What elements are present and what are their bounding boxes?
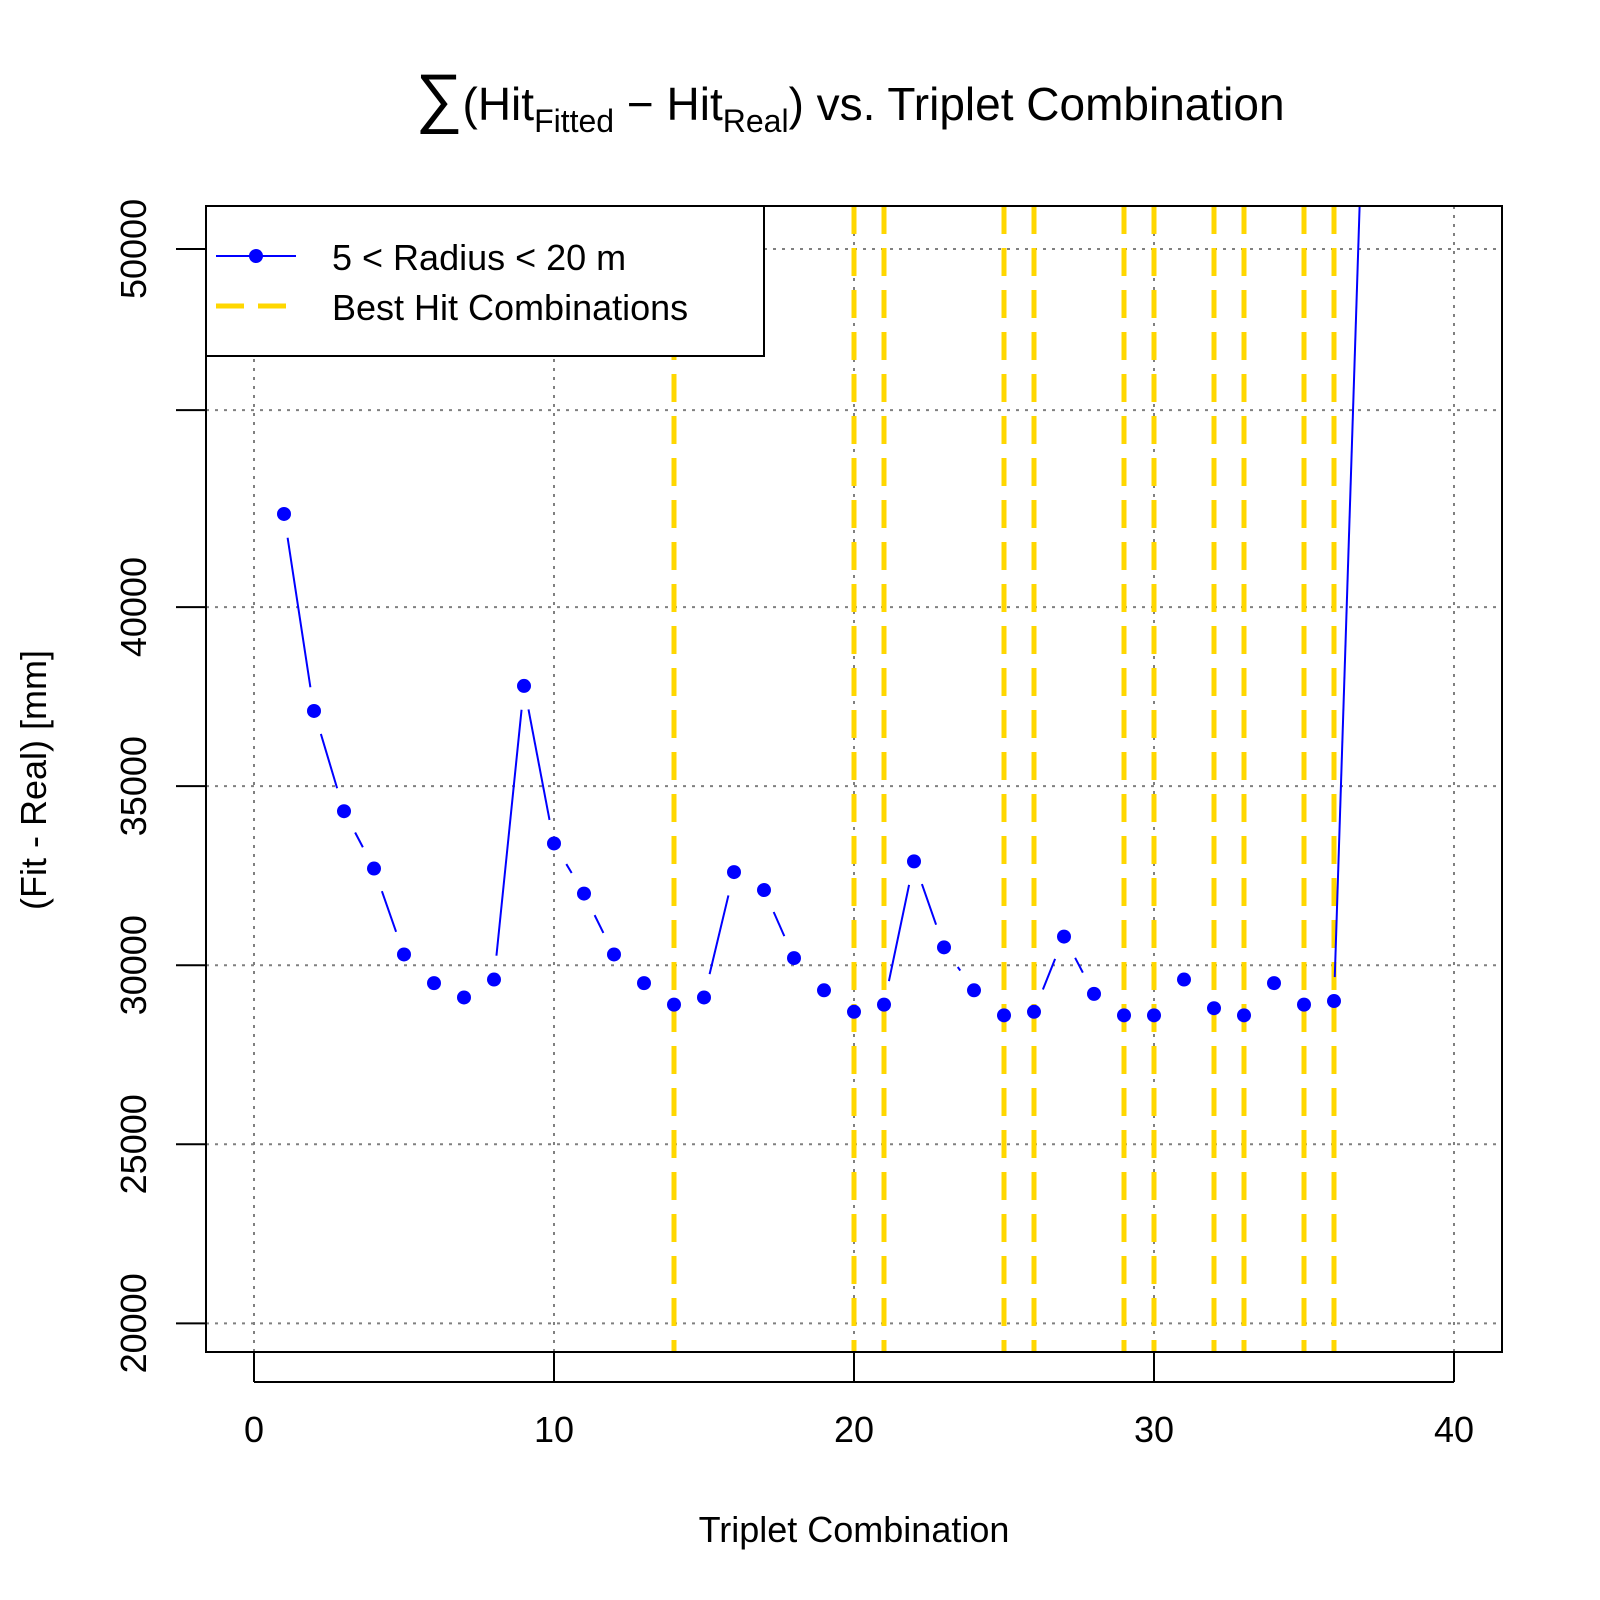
data-point xyxy=(697,990,711,1005)
data-point xyxy=(367,861,381,876)
legend-swatch-series-point xyxy=(249,249,263,263)
chart-title: ∑(HitFitted − HitReal) vs. Triplet Combi… xyxy=(415,60,1284,139)
data-point xyxy=(307,703,321,718)
title-sub-fitted: Fitted xyxy=(534,103,614,139)
x-axis: 0 10 20 30 40 xyxy=(244,1352,1474,1450)
data-point xyxy=(1207,1001,1221,1016)
x-tick-label: 10 xyxy=(534,1409,574,1450)
data-point xyxy=(1267,976,1281,991)
title-minus: − Hit xyxy=(614,78,723,130)
title-sum-symbol: ∑ xyxy=(415,60,462,134)
data-point xyxy=(937,940,951,955)
y-tick-label: 50000 xyxy=(113,199,154,299)
series-points-group xyxy=(277,506,1341,1023)
data-point xyxy=(1297,997,1311,1012)
series-segment xyxy=(920,883,938,925)
series-segment xyxy=(565,863,573,874)
legend: 5 < Radius < 20 m Best Hit Combinations xyxy=(205,205,765,357)
x-tick-label: 40 xyxy=(1434,1409,1474,1450)
data-point xyxy=(577,886,591,901)
x-tick-label: 0 xyxy=(244,1409,264,1450)
data-point xyxy=(277,506,291,521)
x-axis-label: Triplet Combination xyxy=(699,1509,1010,1550)
data-point xyxy=(517,678,531,693)
data-point xyxy=(1117,1008,1131,1023)
data-point xyxy=(547,836,561,851)
data-point xyxy=(1087,986,1101,1001)
data-point xyxy=(1057,929,1071,944)
data-point xyxy=(787,951,801,966)
series-segment xyxy=(354,832,364,848)
series-segment xyxy=(286,537,312,688)
legend-box xyxy=(205,205,765,357)
data-point xyxy=(457,990,471,1005)
series-segment xyxy=(527,709,551,821)
data-point xyxy=(337,804,351,819)
data-point xyxy=(487,972,501,987)
data-point xyxy=(817,983,831,998)
series-segment xyxy=(495,709,523,956)
data-point xyxy=(667,997,681,1012)
x-tick-label: 20 xyxy=(834,1409,874,1450)
y-axis: 20000 25000 30000 35000 40000 50000 xyxy=(113,199,206,1373)
title-open: (Hit xyxy=(463,78,535,130)
series-segment xyxy=(380,890,398,933)
data-point xyxy=(637,976,651,991)
y-tick-label: 25000 xyxy=(113,1094,154,1194)
best-hit-lines xyxy=(671,206,1337,1352)
y-axis-label: (Fit - Real) [mm] xyxy=(13,650,54,910)
data-point xyxy=(1237,1008,1251,1023)
data-point xyxy=(997,1008,1011,1023)
series-line-group xyxy=(286,206,1361,990)
data-point xyxy=(607,947,621,962)
data-point xyxy=(877,997,891,1012)
data-point xyxy=(427,976,441,991)
series-segment xyxy=(1074,957,1084,974)
data-point xyxy=(397,947,411,962)
data-point xyxy=(1177,972,1191,987)
data-point xyxy=(1147,1008,1161,1023)
data-point xyxy=(967,983,981,998)
data-point xyxy=(1027,1004,1041,1019)
title-rest: ) vs. Triplet Combination xyxy=(789,78,1285,130)
series-segment xyxy=(593,914,605,934)
data-point xyxy=(907,854,921,869)
y-tick-label: 35000 xyxy=(113,736,154,836)
data-point xyxy=(1327,994,1341,1009)
y-tick-label: 20000 xyxy=(113,1273,154,1373)
x-tick-label: 30 xyxy=(1134,1409,1174,1450)
series-segment xyxy=(319,733,339,789)
series-segment xyxy=(772,911,786,937)
data-point xyxy=(847,1004,861,1019)
series-segment xyxy=(956,966,962,972)
series-segment xyxy=(708,895,730,975)
y-tick-label: 30000 xyxy=(113,915,154,1015)
legend-label-best-hits: Best Hit Combinations xyxy=(332,287,688,328)
data-point xyxy=(757,883,771,898)
data-point xyxy=(727,865,741,880)
legend-label-series: 5 < Radius < 20 m xyxy=(332,237,626,278)
title-sub-real: Real xyxy=(723,103,789,139)
series-segment xyxy=(1333,206,1361,978)
series-segment xyxy=(1041,958,1057,990)
y-tick-label: 40000 xyxy=(113,557,154,657)
series-segment xyxy=(887,884,911,982)
